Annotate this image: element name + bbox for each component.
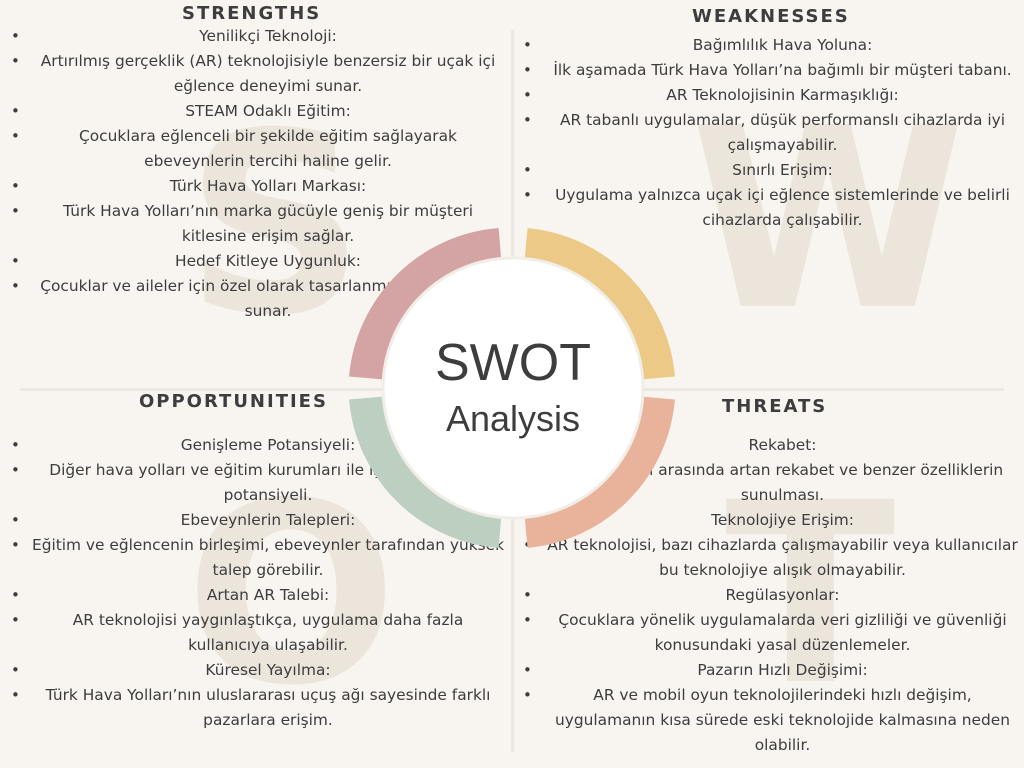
opportunities-item: Artan AR Talebi: [5, 583, 505, 608]
vertical-divider [511, 30, 514, 386]
weaknesses-item: Sınırlı Erişim: [517, 158, 1022, 183]
threats-heading: THREATS [722, 396, 828, 417]
weaknesses-item: Uygulama yalnızca uçak içi eğlence siste… [517, 183, 1022, 233]
weaknesses-arc [524, 228, 675, 380]
weaknesses-item: AR Teknolojisinin Karmaşıklığı: [517, 83, 1022, 108]
weaknesses-heading: WEAKNESSES [692, 6, 850, 27]
threats-item: Regülasyonlar: [517, 583, 1022, 608]
strengths-item: Hedef Kitleye Uygunluk: [5, 249, 505, 274]
threats-item: AR ve mobil oyun teknolojilerindeki hızl… [517, 683, 1022, 758]
opportunities-item: Eğitim ve eğlencenin birleşimi, ebeveynl… [5, 533, 505, 583]
weaknesses-item: AR tabanlı uygulamalar, düşük performans… [517, 108, 1022, 158]
horizontal-divider-left [20, 388, 510, 391]
threats-item: Pazarın Hızlı Değişimi: [517, 658, 1022, 683]
threats-arc [524, 396, 675, 548]
weaknesses-list: Bağımlılık Hava Yoluna: İlk aşamada Türk… [517, 33, 1022, 233]
weaknesses-list-container: Bağımlılık Hava Yoluna: İlk aşamada Türk… [517, 33, 1022, 233]
strengths-item: Türk Hava Yolları Markası: [5, 174, 505, 199]
opportunities-item: AR teknolojisi yaygınlaştıkça, uygulama … [5, 608, 505, 658]
threats-item: AR teknolojisi, bazı cihazlarda çalışmay… [517, 533, 1022, 583]
opportunities-heading: OPPORTUNITIES [139, 391, 328, 412]
weaknesses-item: Bağımlılık Hava Yoluna: [517, 33, 1022, 58]
threats-item: Çocuklara yönelik uygulamalarda veri giz… [517, 608, 1022, 658]
strengths-item: Artırılmış gerçeklik (AR) teknolojisiyle… [5, 49, 505, 99]
threats-list: Rekabet: Hava yolları arasında artan rek… [517, 433, 1022, 758]
strengths-item: Yenilikçi Teknoloji: [5, 24, 505, 49]
opportunities-arc [349, 396, 502, 548]
strengths-item: STEAM Odaklı Eğitim: [5, 99, 505, 124]
strengths-arc [349, 228, 502, 380]
strengths-list-container: Yenilikçi Teknoloji: Artırılmış gerçekli… [5, 24, 505, 324]
horizontal-divider-right [514, 388, 1004, 391]
strengths-list: Yenilikçi Teknoloji: Artırılmış gerçekli… [5, 24, 505, 324]
center-subtitle: Analysis [445, 398, 581, 439]
vertical-divider-lower [511, 392, 514, 752]
strengths-item: Çocuklar ve aileler için özel olarak tas… [5, 274, 505, 324]
opportunities-item: Küresel Yayılma: [5, 658, 505, 683]
center-title: SWOT [435, 334, 591, 392]
opportunities-item: Ebeveynlerin Talepleri: [5, 508, 505, 533]
strengths-heading: STRENGTHS [182, 3, 322, 24]
opportunities-item: Türk Hava Yolları’nın uluslararası uçuş … [5, 683, 505, 733]
weaknesses-item: İlk aşamada Türk Hava Yolları’na bağımlı… [517, 58, 1022, 83]
opportunities-item: Genişleme Potansiyeli: [5, 433, 505, 458]
threats-list-container: Rekabet: Hava yolları arasında artan rek… [517, 433, 1022, 758]
center-circle [381, 256, 645, 520]
strengths-item: Türk Hava Yolları’nın marka gücüyle geni… [5, 199, 505, 249]
strengths-item: Çocuklara eğlenceli bir şekilde eğitim s… [5, 124, 505, 174]
